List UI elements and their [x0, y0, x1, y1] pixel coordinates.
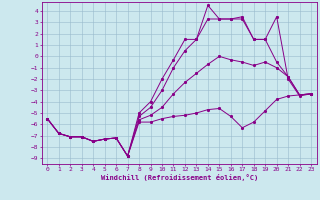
X-axis label: Windchill (Refroidissement éolien,°C): Windchill (Refroidissement éolien,°C): [100, 174, 258, 181]
